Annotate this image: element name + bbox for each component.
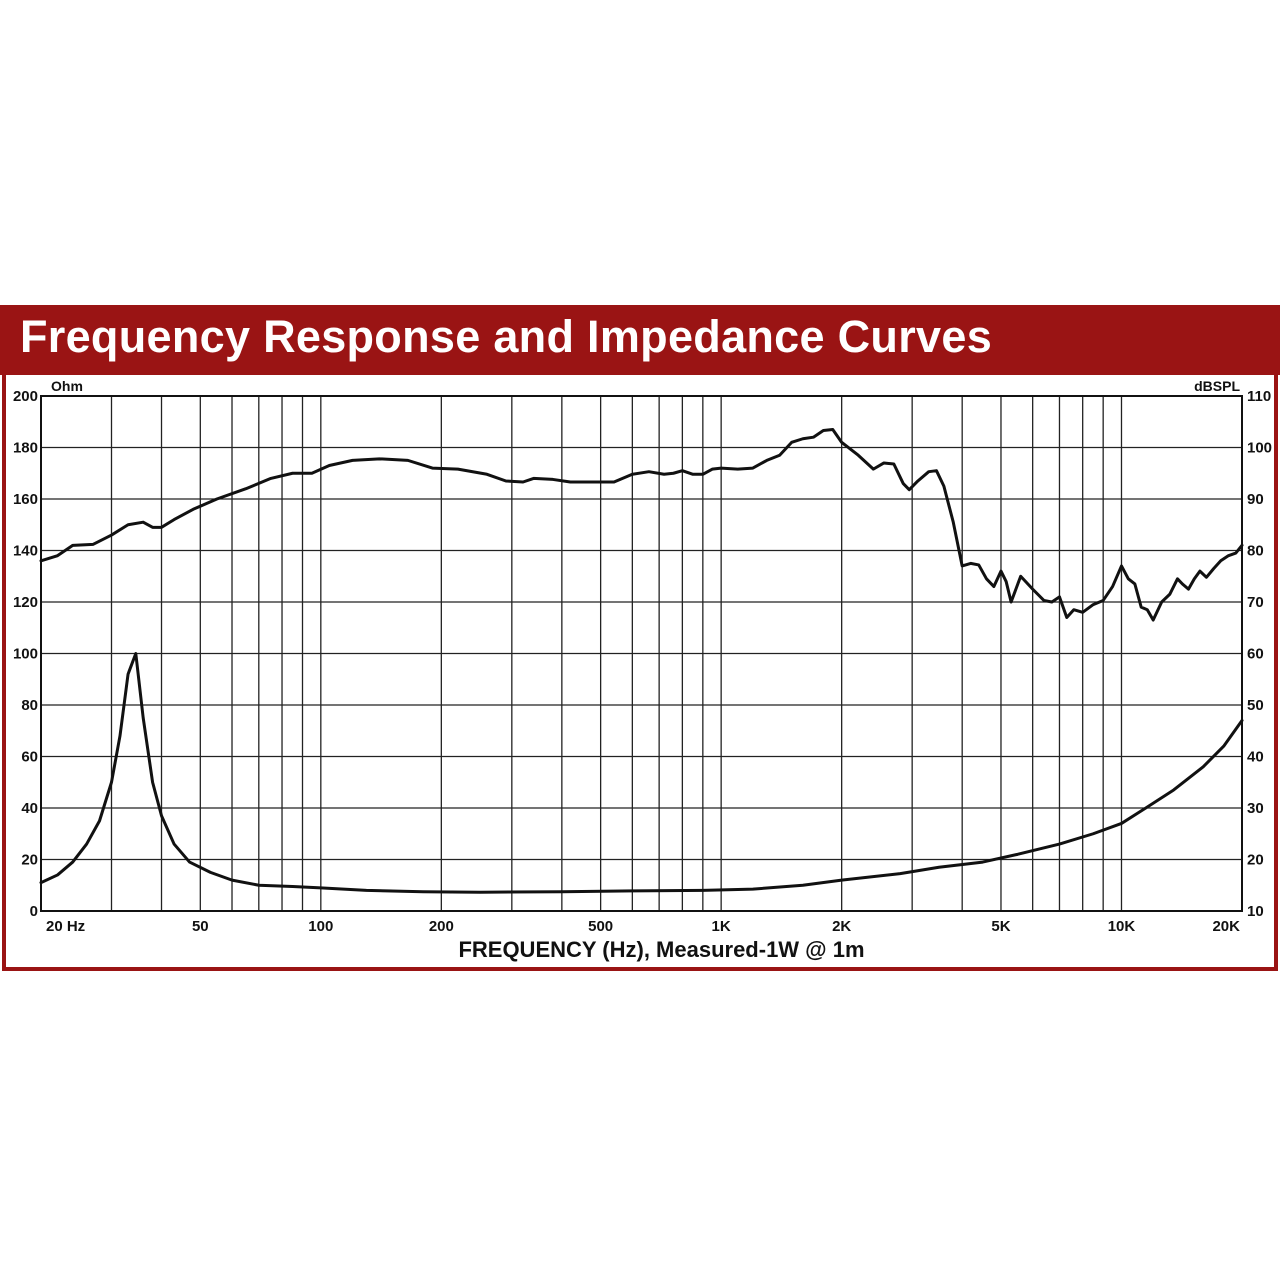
y-right-tick-label: 100	[1247, 440, 1272, 457]
y-left-tick-label: 180	[13, 440, 38, 457]
frequency-response-line	[39, 427, 1244, 622]
chart-title: Frequency Response and Impedance Curves	[20, 311, 993, 362]
y-left-tick-label: 60	[21, 749, 38, 766]
x-tick-label: 20 Hz	[46, 918, 85, 935]
y-left-tick-label: 200	[13, 388, 38, 405]
plot-frame	[40, 395, 1243, 912]
y-right-tick-label: 80	[1247, 543, 1264, 560]
y-left-tick-label: 100	[13, 646, 38, 663]
tick-labels: 0 20 40 60 80 100 120 140 160 180 200 10 20 30 40 50 60 7…	[13, 388, 1272, 935]
y-right-axis-label: dBSPL	[1194, 378, 1240, 394]
y-left-tick-label: 40	[21, 800, 38, 817]
y-right-tick-label: 40	[1247, 749, 1264, 766]
x-tick-label: 20K	[1212, 918, 1240, 935]
y-left-tick-label: 140	[13, 543, 38, 560]
y-left-axis-label: Ohm	[51, 378, 83, 394]
y-right-tick-label: 60	[1247, 646, 1264, 663]
x-tick-label: 200	[429, 918, 454, 935]
x-tick-label: 10K	[1108, 918, 1136, 935]
x-axis-label: FREQUENCY (Hz), Measured-1W @ 1m	[458, 937, 864, 962]
x-tick-label: 500	[588, 918, 613, 935]
x-tick-label: 100	[308, 918, 333, 935]
y-right-tick-label: 30	[1247, 800, 1264, 817]
x-tick-label: 5K	[991, 918, 1010, 935]
x-tick-label: 50	[192, 918, 209, 935]
y-right-tick-label: 90	[1247, 491, 1264, 508]
y-right-tick-label: 70	[1247, 594, 1264, 611]
chart-grid	[41, 396, 1242, 911]
y-left-tick-label: 20	[21, 852, 38, 869]
title-bar	[0, 305, 1280, 375]
y-left-tick-label: 0	[30, 903, 38, 920]
impedance-line	[39, 652, 1244, 894]
x-tick-label: 2K	[832, 918, 851, 935]
x-tick-label: 1K	[712, 918, 731, 935]
series-layer	[39, 427, 1244, 894]
y-right-tick-label: 50	[1247, 697, 1264, 714]
y-left-tick-label: 160	[13, 491, 38, 508]
y-left-tick-label: 80	[21, 697, 38, 714]
y-right-tick-label: 10	[1247, 903, 1264, 920]
y-left-tick-label: 120	[13, 594, 38, 611]
chart-panel	[0, 305, 1280, 975]
y-right-tick-label: 110	[1247, 388, 1271, 405]
y-right-tick-label: 20	[1247, 852, 1264, 869]
